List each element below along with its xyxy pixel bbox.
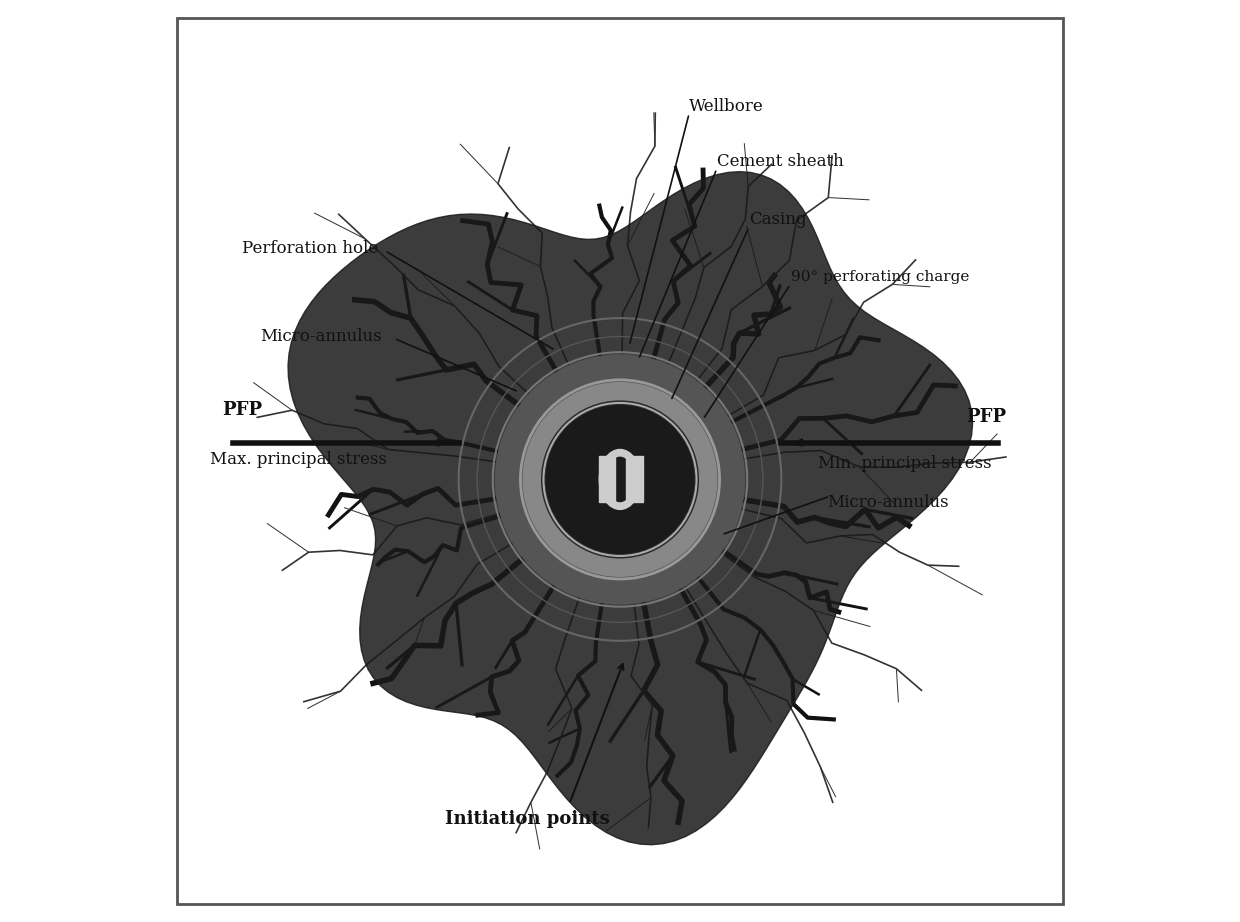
- Bar: [599, 456, 615, 502]
- Text: PFP: PFP: [966, 408, 1006, 426]
- Text: 90° perforating charge: 90° perforating charge: [791, 269, 968, 284]
- Circle shape: [542, 401, 698, 558]
- Text: Max. principal stress: Max. principal stress: [210, 451, 387, 467]
- Text: Cement sheath: Cement sheath: [717, 153, 843, 170]
- Circle shape: [523, 383, 717, 576]
- Ellipse shape: [599, 449, 641, 509]
- Text: Perforation hole: Perforation hole: [242, 241, 378, 257]
- Text: Initiation points: Initiation points: [445, 810, 610, 828]
- Circle shape: [496, 355, 744, 604]
- Text: Min. principal stress: Min. principal stress: [818, 455, 992, 472]
- Text: Micro-annulus: Micro-annulus: [260, 328, 382, 345]
- Text: Wellbore: Wellbore: [689, 98, 764, 114]
- Circle shape: [547, 406, 693, 553]
- Text: Micro-annulus: Micro-annulus: [827, 494, 949, 511]
- Text: PFP: PFP: [222, 401, 262, 420]
- Polygon shape: [288, 171, 972, 845]
- Text: Casing: Casing: [749, 211, 806, 228]
- Ellipse shape: [608, 457, 632, 502]
- FancyBboxPatch shape: [177, 18, 1063, 904]
- Bar: [626, 456, 644, 502]
